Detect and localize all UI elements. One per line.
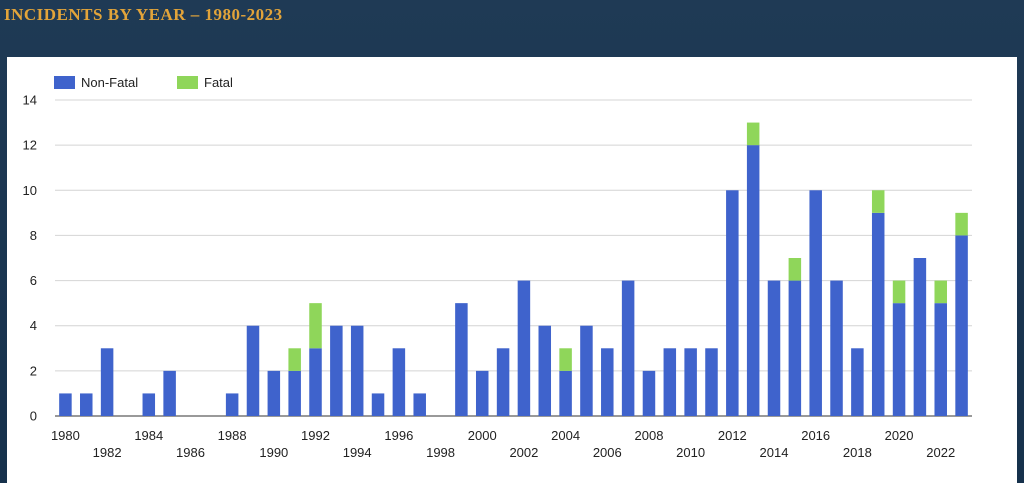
x-tick-label: 2020 xyxy=(885,428,914,443)
bar-non-fatal-1999 xyxy=(455,303,468,416)
bar-non-fatal-1981 xyxy=(80,393,93,416)
x-tick-label: 2010 xyxy=(676,445,705,460)
x-tick-label: 1982 xyxy=(93,445,122,460)
bar-non-fatal-1995 xyxy=(371,393,385,416)
y-tick-label: 4 xyxy=(30,318,37,333)
x-axis: 1980 1984 1988 1992 1996 2000 2004 2008 2012 2016… xyxy=(51,428,955,460)
bar-fatal-2023 xyxy=(955,212,968,236)
bar-non-fatal-1980 xyxy=(59,393,72,416)
x-tick-label: 1984 xyxy=(134,428,163,443)
bar-non-fatal-1992 xyxy=(309,348,322,416)
y-tick-label: 12 xyxy=(23,138,37,153)
bar-non-fatal-2014 xyxy=(767,280,781,416)
x-tick-label: 2018 xyxy=(843,445,872,460)
bar-non-fatal-2004 xyxy=(559,370,572,416)
x-tick-label: 2000 xyxy=(468,428,497,443)
bar-non-fatal-2013 xyxy=(746,145,760,416)
bar-non-fatal-2007 xyxy=(621,280,635,416)
x-tick-label: 1996 xyxy=(384,428,413,443)
y-tick-label: 8 xyxy=(30,228,37,243)
chart-title: INCIDENTS BY YEAR – 1980-2023 xyxy=(4,5,283,24)
bar-fatal-2019 xyxy=(871,190,885,213)
bar-non-fatal-2006 xyxy=(601,348,614,416)
bar-non-fatal-2000 xyxy=(475,370,489,416)
x-tick-label: 2014 xyxy=(760,445,789,460)
bar-fatal-1992 xyxy=(309,303,322,349)
bar-non-fatal-2012 xyxy=(726,190,739,416)
bar-non-fatal-2003 xyxy=(538,325,552,416)
x-tick-label: 1988 xyxy=(218,428,247,443)
bar-non-fatal-1985 xyxy=(163,370,176,416)
x-tick-label: 1980 xyxy=(51,428,80,443)
bar-chart: 0 2 4 6 8 10 12 14 1980 1984 1988 1992 1996 2000 2004… xyxy=(23,75,972,460)
bar-non-fatal-1990 xyxy=(267,370,281,416)
x-tick-label: 2002 xyxy=(509,445,538,460)
bar-non-fatal-2011 xyxy=(705,348,718,416)
bar-non-fatal-1988 xyxy=(225,393,239,416)
bar-non-fatal-2002 xyxy=(517,280,531,416)
y-tick-label: 10 xyxy=(23,183,37,198)
x-tick-label: 2006 xyxy=(593,445,622,460)
legend: Non-Fatal Fatal xyxy=(54,75,233,90)
x-tick-label: 1992 xyxy=(301,428,330,443)
x-tick-label: 1994 xyxy=(343,445,372,460)
bar-non-fatal-1993 xyxy=(330,325,343,416)
x-tick-label: 2022 xyxy=(926,445,955,460)
chart-panel: 0 2 4 6 8 10 12 14 1980 1984 1988 1992 1996 2000 2004… xyxy=(7,57,1017,483)
x-tick-label: 2016 xyxy=(801,428,830,443)
y-tick-label: 0 xyxy=(30,409,37,424)
bar-non-fatal-2016 xyxy=(809,190,822,416)
bar-non-fatal-2009 xyxy=(663,348,677,416)
x-tick-label: 1998 xyxy=(426,445,455,460)
legend-entry: Non-Fatal xyxy=(81,75,138,90)
x-tick-label: 1990 xyxy=(259,445,288,460)
bar-non-fatal-2017 xyxy=(830,280,843,416)
y-tick-label: 14 xyxy=(23,93,37,108)
bar-fatal-2013 xyxy=(746,122,760,146)
bar-non-fatal-1989 xyxy=(246,325,260,416)
bar-fatal-2022 xyxy=(934,280,947,304)
bars xyxy=(59,122,968,416)
y-tick-label: 6 xyxy=(30,273,37,288)
bar-non-fatal-2022 xyxy=(934,303,947,416)
y-tick-label: 2 xyxy=(30,363,37,378)
bar-non-fatal-2001 xyxy=(496,348,510,416)
legend-entry: Fatal xyxy=(204,75,233,90)
bar-non-fatal-1991 xyxy=(288,370,301,416)
bar-non-fatal-2023 xyxy=(955,235,968,416)
bar-non-fatal-1984 xyxy=(142,393,156,416)
bar-non-fatal-2015 xyxy=(788,280,802,416)
bar-fatal-2020 xyxy=(892,280,906,304)
y-axis: 0 2 4 6 8 10 12 14 xyxy=(23,93,37,424)
bar-non-fatal-2019 xyxy=(871,212,885,416)
bar-non-fatal-2020 xyxy=(892,303,906,416)
bar-non-fatal-1994 xyxy=(350,325,364,416)
x-tick-label: 1986 xyxy=(176,445,205,460)
bar-fatal-2015 xyxy=(788,258,802,281)
x-tick-label: 2008 xyxy=(635,428,664,443)
bar-non-fatal-2005 xyxy=(580,325,593,416)
x-tick-label: 2012 xyxy=(718,428,747,443)
legend-swatch xyxy=(54,76,75,89)
bar-non-fatal-2021 xyxy=(913,258,927,416)
bar-non-fatal-1997 xyxy=(413,393,426,416)
gridlines xyxy=(55,99,972,417)
bar-non-fatal-2010 xyxy=(684,348,697,416)
bar-non-fatal-1982 xyxy=(100,348,114,416)
bar-non-fatal-2008 xyxy=(642,370,656,416)
bar-non-fatal-2018 xyxy=(851,348,864,416)
bar-fatal-2004 xyxy=(559,348,572,371)
x-tick-label: 2004 xyxy=(551,428,580,443)
legend-swatch xyxy=(177,76,198,89)
bar-non-fatal-1996 xyxy=(392,348,406,416)
bar-fatal-1991 xyxy=(288,348,301,371)
